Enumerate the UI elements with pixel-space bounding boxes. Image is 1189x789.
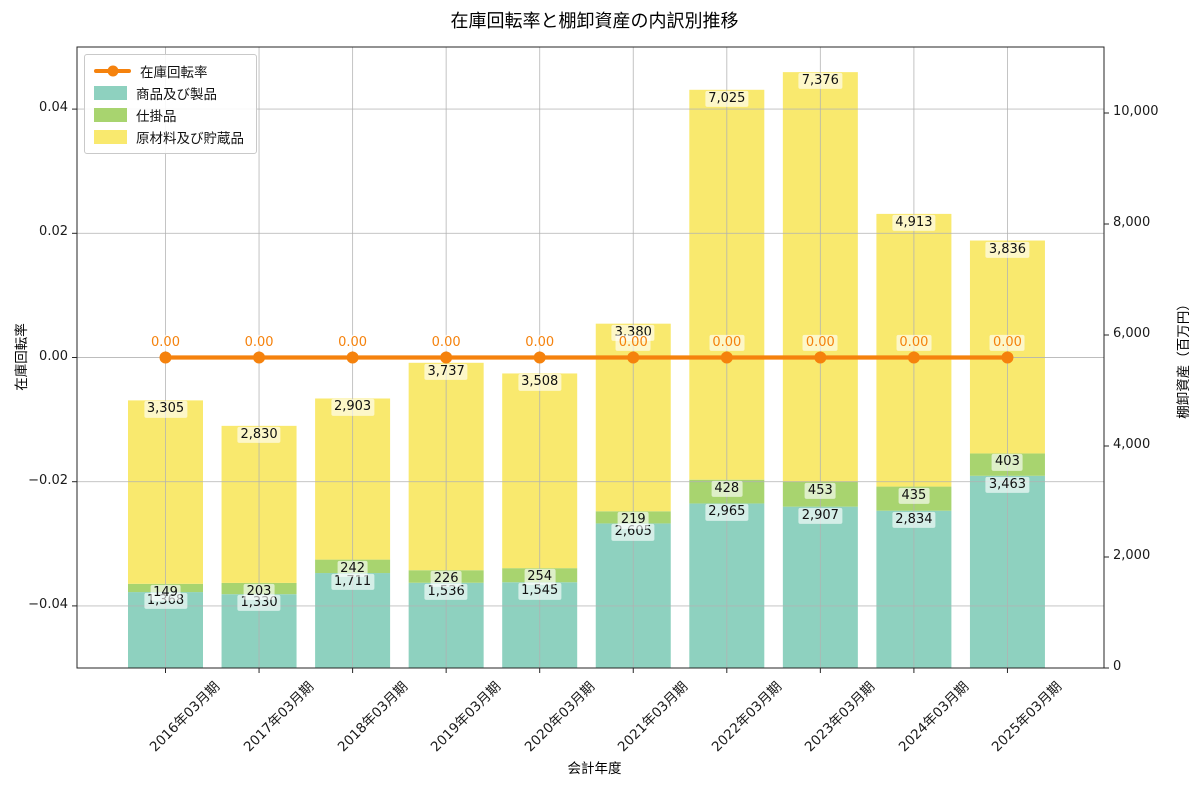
legend-patch-swatch [94, 108, 127, 122]
legend-item: 原材料及び貯蔵品 [94, 128, 244, 147]
line-marker [253, 351, 266, 364]
legend-label: 仕掛品 [136, 109, 177, 125]
line-marker [159, 351, 172, 364]
legend-item: 仕掛品 [94, 106, 244, 125]
chart-title: 在庫回転率と棚卸資産の内訳別推移 [450, 11, 739, 32]
legend: 在庫回転率商品及び製品 仕掛品原材料及び貯蔵品 [84, 54, 257, 154]
line-marker [627, 351, 640, 364]
legend-patch-swatch [94, 130, 127, 144]
legend-label: 原材料及び貯蔵品 [136, 131, 244, 147]
line-marker [533, 351, 546, 364]
legend-line-swatch [94, 65, 131, 77]
legend-item: 在庫回転率 [94, 62, 244, 81]
legend-patch-swatch [94, 86, 127, 100]
legend-line-marker [107, 65, 118, 77]
legend-label: 商品及び製品 [136, 87, 217, 103]
line-marker [440, 351, 453, 364]
x-axis-title: 会計年度 [567, 761, 622, 777]
line-marker [1001, 351, 1014, 364]
line-marker [346, 351, 359, 364]
legend-item: 商品及び製品 [94, 84, 244, 103]
line-marker [814, 351, 827, 364]
legend-label: 在庫回転率 [140, 65, 208, 81]
line-marker [907, 351, 920, 364]
line-marker [720, 351, 733, 364]
